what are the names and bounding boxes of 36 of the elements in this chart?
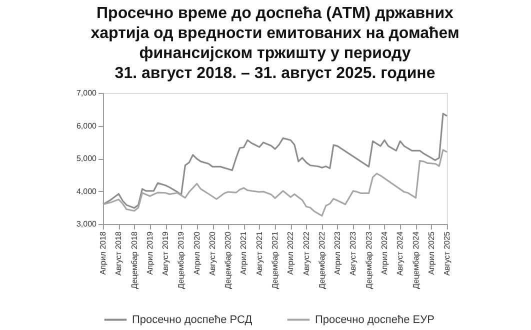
x-tick-label: Април 2024 [380,230,389,275]
x-tick-label: Август 2025 [442,230,452,276]
line-series [102,149,448,217]
y-tick-label: 6,000 [76,121,98,130]
y-tick-label: 7,000 [76,88,98,98]
x-tick-label: Август 2022 [302,230,311,276]
x-tick-label: Април 2025 [426,230,436,275]
x-tick-label: Април 2018 [98,230,108,275]
x-tick-label: Април 2021 [239,230,248,275]
y-tick-label: 5,000 [76,154,98,163]
text: хартија од вредности емитованих на домаћем [90,25,460,42]
x-tick-label: Август 2023 [348,230,358,276]
text: финансијском тржишту у периоду [139,45,411,62]
x-tick-label: Децембар 2020 [224,230,233,290]
x-tick-label: Децембар 2023 [364,230,374,290]
line-series [102,112,448,209]
text: Просечно време до доспећа (АТМ) државних [96,5,454,22]
legend-label: Просечно доспеће ЕУР [315,314,434,326]
x-tick-label: Децембар 2018 [130,230,139,290]
x-tick-label: Април 2019 [145,230,154,275]
x-tick-label: Децембар 2022 [317,230,326,290]
x-tick-label: Август 2021 [254,230,264,276]
x-tick-label: Децембар 2024 [411,230,420,290]
x-tick-label: Децембар 2021 [270,230,280,290]
x-tick-label: Април 2020 [192,230,202,275]
x-tick-label: Август 2019 [161,230,170,276]
x-tick-label: Август 2018 [114,230,124,276]
y-tick-label: 4,000 [76,186,98,196]
x-tick-label: Април 2023 [332,230,342,275]
x-tick-label: Август 2020 [208,230,218,276]
y-tick-label: 3,000 [76,220,98,228]
x-tick-label: Април 2022 [286,230,296,275]
x-tick-label: Август 2024 [396,230,405,276]
text: 31. август 2018. – 31. август 2025. године [114,65,436,82]
x-tick-label: Децембар 2019 [176,230,186,290]
legend-label: Просечно доспеће РСД [132,314,253,326]
